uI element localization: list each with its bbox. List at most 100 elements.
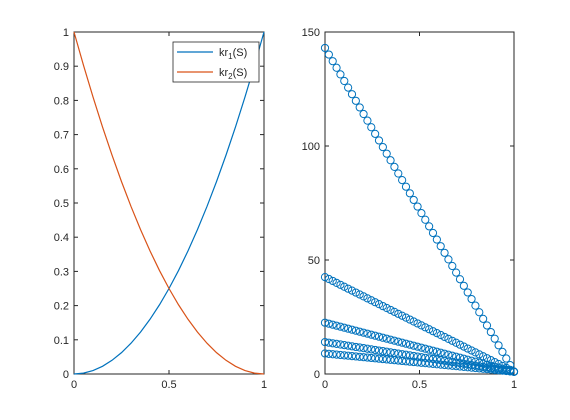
scatter-point: [475, 308, 484, 317]
scatter-point: [344, 324, 353, 333]
left-x-tick-label: 1: [261, 379, 267, 391]
scatter-point: [378, 142, 387, 152]
scatter-point: [452, 362, 461, 371]
scatter-point: [436, 242, 445, 251]
scatter-point: [482, 365, 492, 374]
scatter-point: [401, 182, 411, 191]
scatter-point: [444, 361, 453, 370]
scatter-point: [367, 353, 376, 363]
scatter-point: [386, 355, 395, 364]
left-y-tick-label: 0.7: [54, 130, 69, 142]
scatter-point: [417, 321, 426, 330]
scatter-point: [344, 351, 353, 360]
scatter-point: [390, 162, 399, 171]
scatter-point: [386, 335, 395, 344]
scatter-point: [467, 363, 476, 372]
scatter-point: [320, 43, 330, 53]
scatter-point: [332, 350, 341, 359]
scatter-point: [459, 362, 468, 371]
scatter-point: [324, 50, 333, 59]
left-y-tick-label: 0.1: [54, 335, 69, 347]
scatter-point: [371, 345, 380, 355]
scatter-point: [328, 350, 337, 359]
scatter-point: [336, 340, 345, 349]
scatter-point: [328, 339, 337, 348]
scatter-point: [448, 351, 457, 360]
scatter-point: [344, 341, 353, 350]
scatter-point: [363, 329, 372, 338]
scatter-point: [320, 318, 330, 327]
scatter-point: [401, 313, 411, 322]
scatter-point: [432, 329, 441, 338]
left-y-tick-label: 0.4: [54, 232, 69, 244]
scatter-point: [324, 338, 333, 347]
scatter-point: [374, 300, 384, 309]
scatter-point: [479, 364, 488, 373]
series-kr2-line: [73, 31, 265, 375]
scatter-point: [413, 342, 422, 351]
legend: kr1(S) kr2(S): [172, 41, 260, 83]
scatter-point: [425, 345, 434, 354]
scatter-point: [351, 342, 360, 352]
scatter-point: [371, 129, 380, 138]
scatter-point: [320, 349, 330, 358]
scatter-point: [351, 352, 360, 361]
scatter-point: [448, 261, 457, 271]
scatter-point: [502, 366, 511, 376]
scatter-point: [417, 358, 426, 367]
scatter-point: [398, 338, 407, 347]
scatter-point: [332, 339, 341, 348]
scatter-point: [394, 356, 403, 365]
scatter-point: [482, 354, 492, 363]
scatter-point: [351, 96, 360, 105]
right-x-tick-label: 0.5: [412, 379, 427, 391]
scatter-point: [320, 273, 330, 282]
scatter-point: [413, 319, 422, 328]
scatter-point: [417, 343, 426, 352]
scatter-point: [452, 268, 461, 277]
scatter-point: [475, 350, 484, 359]
scatter-point: [382, 334, 391, 343]
scatter-point: [432, 235, 441, 244]
scatter-point: [371, 354, 380, 363]
scatter-point: [367, 345, 376, 354]
scatter-point: [413, 352, 422, 361]
scatter-point: [421, 344, 430, 353]
scatter-point: [367, 123, 376, 132]
scatter-point: [336, 70, 345, 79]
scatter-point: [390, 356, 399, 365]
right-x-tick-label: 1: [511, 379, 517, 391]
left-y-tick-label: 0.2: [54, 301, 69, 313]
legend-label-kr2: kr2(S): [219, 67, 247, 81]
scatter-point: [351, 288, 360, 297]
scatter-point: [394, 309, 403, 318]
scatter-point: [506, 367, 515, 376]
scatter-point: [398, 176, 407, 185]
scatter-point: [509, 367, 519, 376]
scatter-point: [467, 294, 476, 304]
scatter-point: [455, 275, 465, 284]
scatter-point: [401, 357, 411, 366]
scatter-point: [413, 358, 422, 367]
scatter-point: [336, 280, 345, 289]
scatter-point: [386, 156, 395, 165]
left-y-tick-label: 0.6: [54, 164, 69, 176]
scatter-point: [363, 344, 372, 353]
scatter-point: [386, 305, 395, 315]
scatter-point: [328, 57, 337, 66]
scatter-point: [425, 222, 434, 231]
scatter-point: [436, 360, 445, 369]
scatter-point: [448, 361, 457, 370]
scatter-point: [332, 321, 341, 330]
scatter-point: [394, 169, 403, 178]
scatter-point: [498, 347, 507, 356]
scatter-point: [367, 330, 376, 339]
scatter-point: [401, 339, 411, 348]
scatter-point: [405, 357, 414, 366]
scatter-point: [359, 292, 368, 301]
right-y-tick-label: 150: [302, 27, 320, 39]
scatter-point: [355, 103, 364, 112]
scatter-point: [355, 343, 364, 352]
scatter-point: [347, 325, 357, 334]
